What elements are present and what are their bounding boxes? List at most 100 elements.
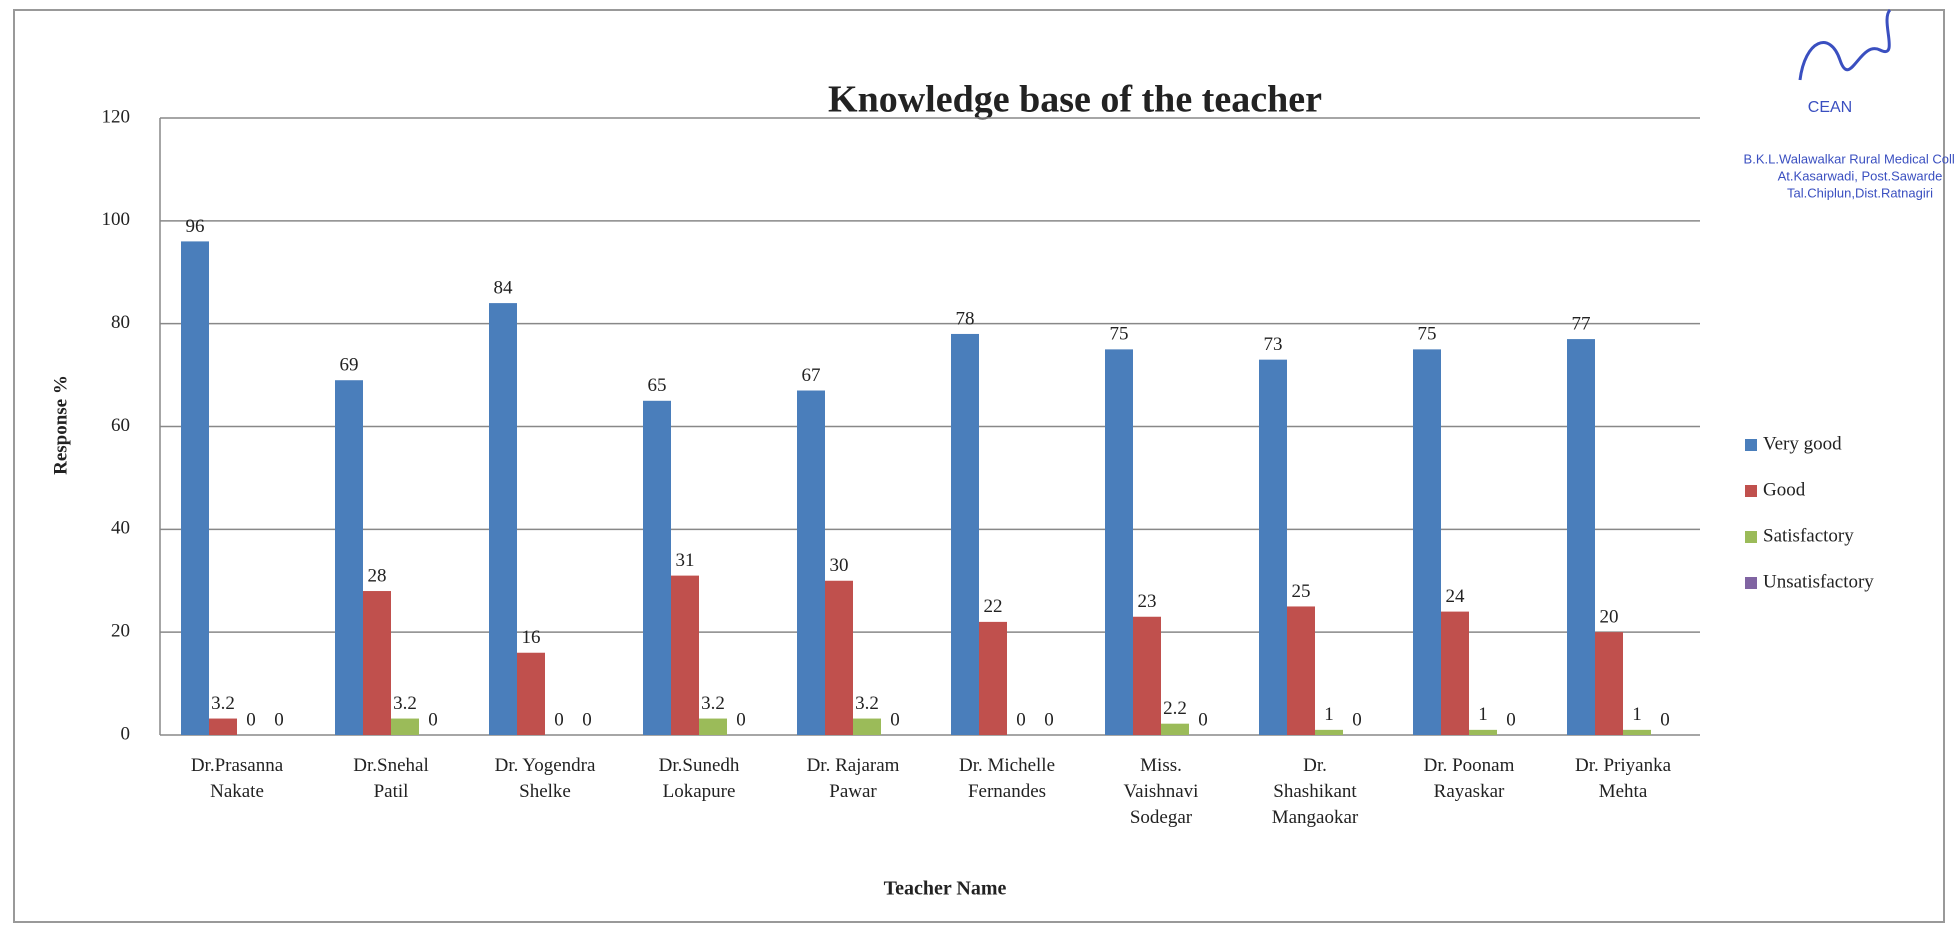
- legend-swatch: [1745, 531, 1757, 543]
- x-tick-label: Dr.Prasanna Nakate: [190, 755, 284, 802]
- data-label: 75: [1110, 324, 1129, 345]
- stamp-text: B.K.L.Walawalkar Rural Medical College: [1744, 151, 1955, 166]
- bar: [1623, 729, 1651, 735]
- data-label: 0: [890, 709, 900, 730]
- bar: [797, 390, 825, 735]
- x-tick-label: Dr. Yogendra Shelke: [494, 755, 596, 802]
- data-label: 0: [1352, 709, 1362, 730]
- data-label: 0: [246, 709, 256, 730]
- bar: [391, 718, 419, 735]
- legend-swatch: [1745, 577, 1757, 589]
- data-label: 3.2: [855, 693, 879, 714]
- chart-frame: [13, 9, 1945, 923]
- bar: [979, 621, 1007, 735]
- data-label: 24: [1446, 586, 1466, 607]
- bar: [643, 400, 671, 735]
- data-label: 69: [340, 355, 359, 376]
- bar: [853, 718, 881, 735]
- bar: [181, 241, 209, 735]
- bar: [517, 652, 545, 735]
- bar: [1259, 359, 1287, 735]
- data-label: 2.2: [1163, 698, 1187, 719]
- data-label: 0: [736, 709, 746, 730]
- y-tick-label: 120: [102, 106, 131, 127]
- bar: [1595, 632, 1623, 735]
- x-tick-label-box: Dr.Sunedh Lokapure: [658, 755, 740, 802]
- x-axis-label: Teacher Name: [884, 878, 1007, 900]
- data-label: 0: [428, 709, 438, 730]
- data-label: 78: [956, 308, 975, 329]
- x-tick-label-box: Miss. Vaishnavi Sodegar: [1123, 755, 1199, 828]
- x-tick-label: Dr. Priyanka Mehta: [1574, 755, 1672, 802]
- y-tick-label: 20: [111, 621, 130, 642]
- y-tick-label: 80: [111, 312, 130, 333]
- bar: [951, 333, 979, 735]
- signature: [1798, 8, 1892, 81]
- y-tick-label: 60: [111, 415, 130, 436]
- bar: [1161, 723, 1189, 735]
- bar: [1567, 339, 1595, 735]
- bar: [1133, 616, 1161, 735]
- chart-title: Knowledge base of the teacher: [828, 79, 1322, 121]
- data-label: 16: [522, 627, 541, 648]
- x-tick-label-box: Dr. Rajaram Pawar: [806, 755, 900, 802]
- data-label: 96: [186, 216, 205, 237]
- x-tick-label-box: Dr. Priyanka Mehta: [1574, 755, 1672, 802]
- bar: [699, 718, 727, 735]
- x-tick-label-box: Dr. Shashikant Mangaokar: [1271, 755, 1359, 828]
- data-label: 0: [274, 709, 284, 730]
- stamp-text: CEAN: [1808, 99, 1852, 116]
- x-tick-label-box: Dr. Michelle Fernandes: [958, 755, 1056, 802]
- data-label: 0: [554, 709, 564, 730]
- y-axis-label: Response %: [50, 375, 71, 475]
- x-tick-label-box: Dr.Prasanna Nakate: [190, 755, 284, 802]
- bar: [1413, 349, 1441, 735]
- y-tick-label: 0: [121, 723, 131, 744]
- x-tick-label: Dr.Snehal Patil: [353, 755, 429, 802]
- data-label: 23: [1138, 591, 1157, 612]
- x-tick-label: Dr. Poonam Rayaskar: [1423, 755, 1515, 802]
- x-tick-label-box: Dr.Snehal Patil: [353, 755, 429, 802]
- data-label: 0: [1660, 709, 1670, 730]
- bar: [1287, 606, 1315, 735]
- data-label: 3.2: [393, 693, 417, 714]
- bar: [489, 303, 517, 735]
- data-label: 28: [368, 565, 387, 586]
- bar: [671, 575, 699, 735]
- data-label: 30: [830, 555, 849, 576]
- stamp-text: At.Kasarwadi, Post.Sawarde: [1778, 168, 1943, 183]
- data-label: 73: [1264, 334, 1283, 355]
- legend-label: Satisfactory: [1763, 525, 1854, 546]
- x-tick-label: Dr. Michelle Fernandes: [958, 755, 1056, 802]
- data-label: 25: [1292, 581, 1311, 602]
- data-label: 1: [1632, 704, 1642, 725]
- data-label: 0: [1198, 709, 1208, 730]
- data-label: 67: [802, 365, 821, 386]
- bar: [825, 580, 853, 735]
- data-label: 65: [648, 375, 667, 396]
- data-label: 22: [984, 596, 1003, 617]
- bar: [1105, 349, 1133, 735]
- bar: [335, 380, 363, 735]
- legend-swatch: [1745, 439, 1757, 451]
- bar: [363, 591, 391, 735]
- data-label: 75: [1418, 324, 1437, 345]
- data-label: 0: [1044, 709, 1054, 730]
- x-tick-label: Miss. Vaishnavi Sodegar: [1123, 755, 1199, 828]
- x-tick-label: Dr.Sunedh Lokapure: [658, 755, 740, 802]
- data-label: 0: [1506, 709, 1516, 730]
- x-tick-label: Dr. Rajaram Pawar: [806, 755, 900, 802]
- x-tick-label-box: Dr. Yogendra Shelke: [494, 755, 596, 802]
- legend-label: Very good: [1763, 433, 1842, 454]
- y-tick-label: 100: [102, 209, 131, 230]
- bar: [1315, 729, 1343, 735]
- data-label: 1: [1478, 704, 1488, 725]
- legend-label: Good: [1763, 479, 1806, 500]
- legend-swatch: [1745, 485, 1757, 497]
- data-label: 20: [1600, 607, 1619, 628]
- x-tick-label: Dr. Shashikant Mangaokar: [1271, 755, 1359, 828]
- data-label: 77: [1572, 313, 1591, 334]
- data-label: 84: [494, 277, 514, 298]
